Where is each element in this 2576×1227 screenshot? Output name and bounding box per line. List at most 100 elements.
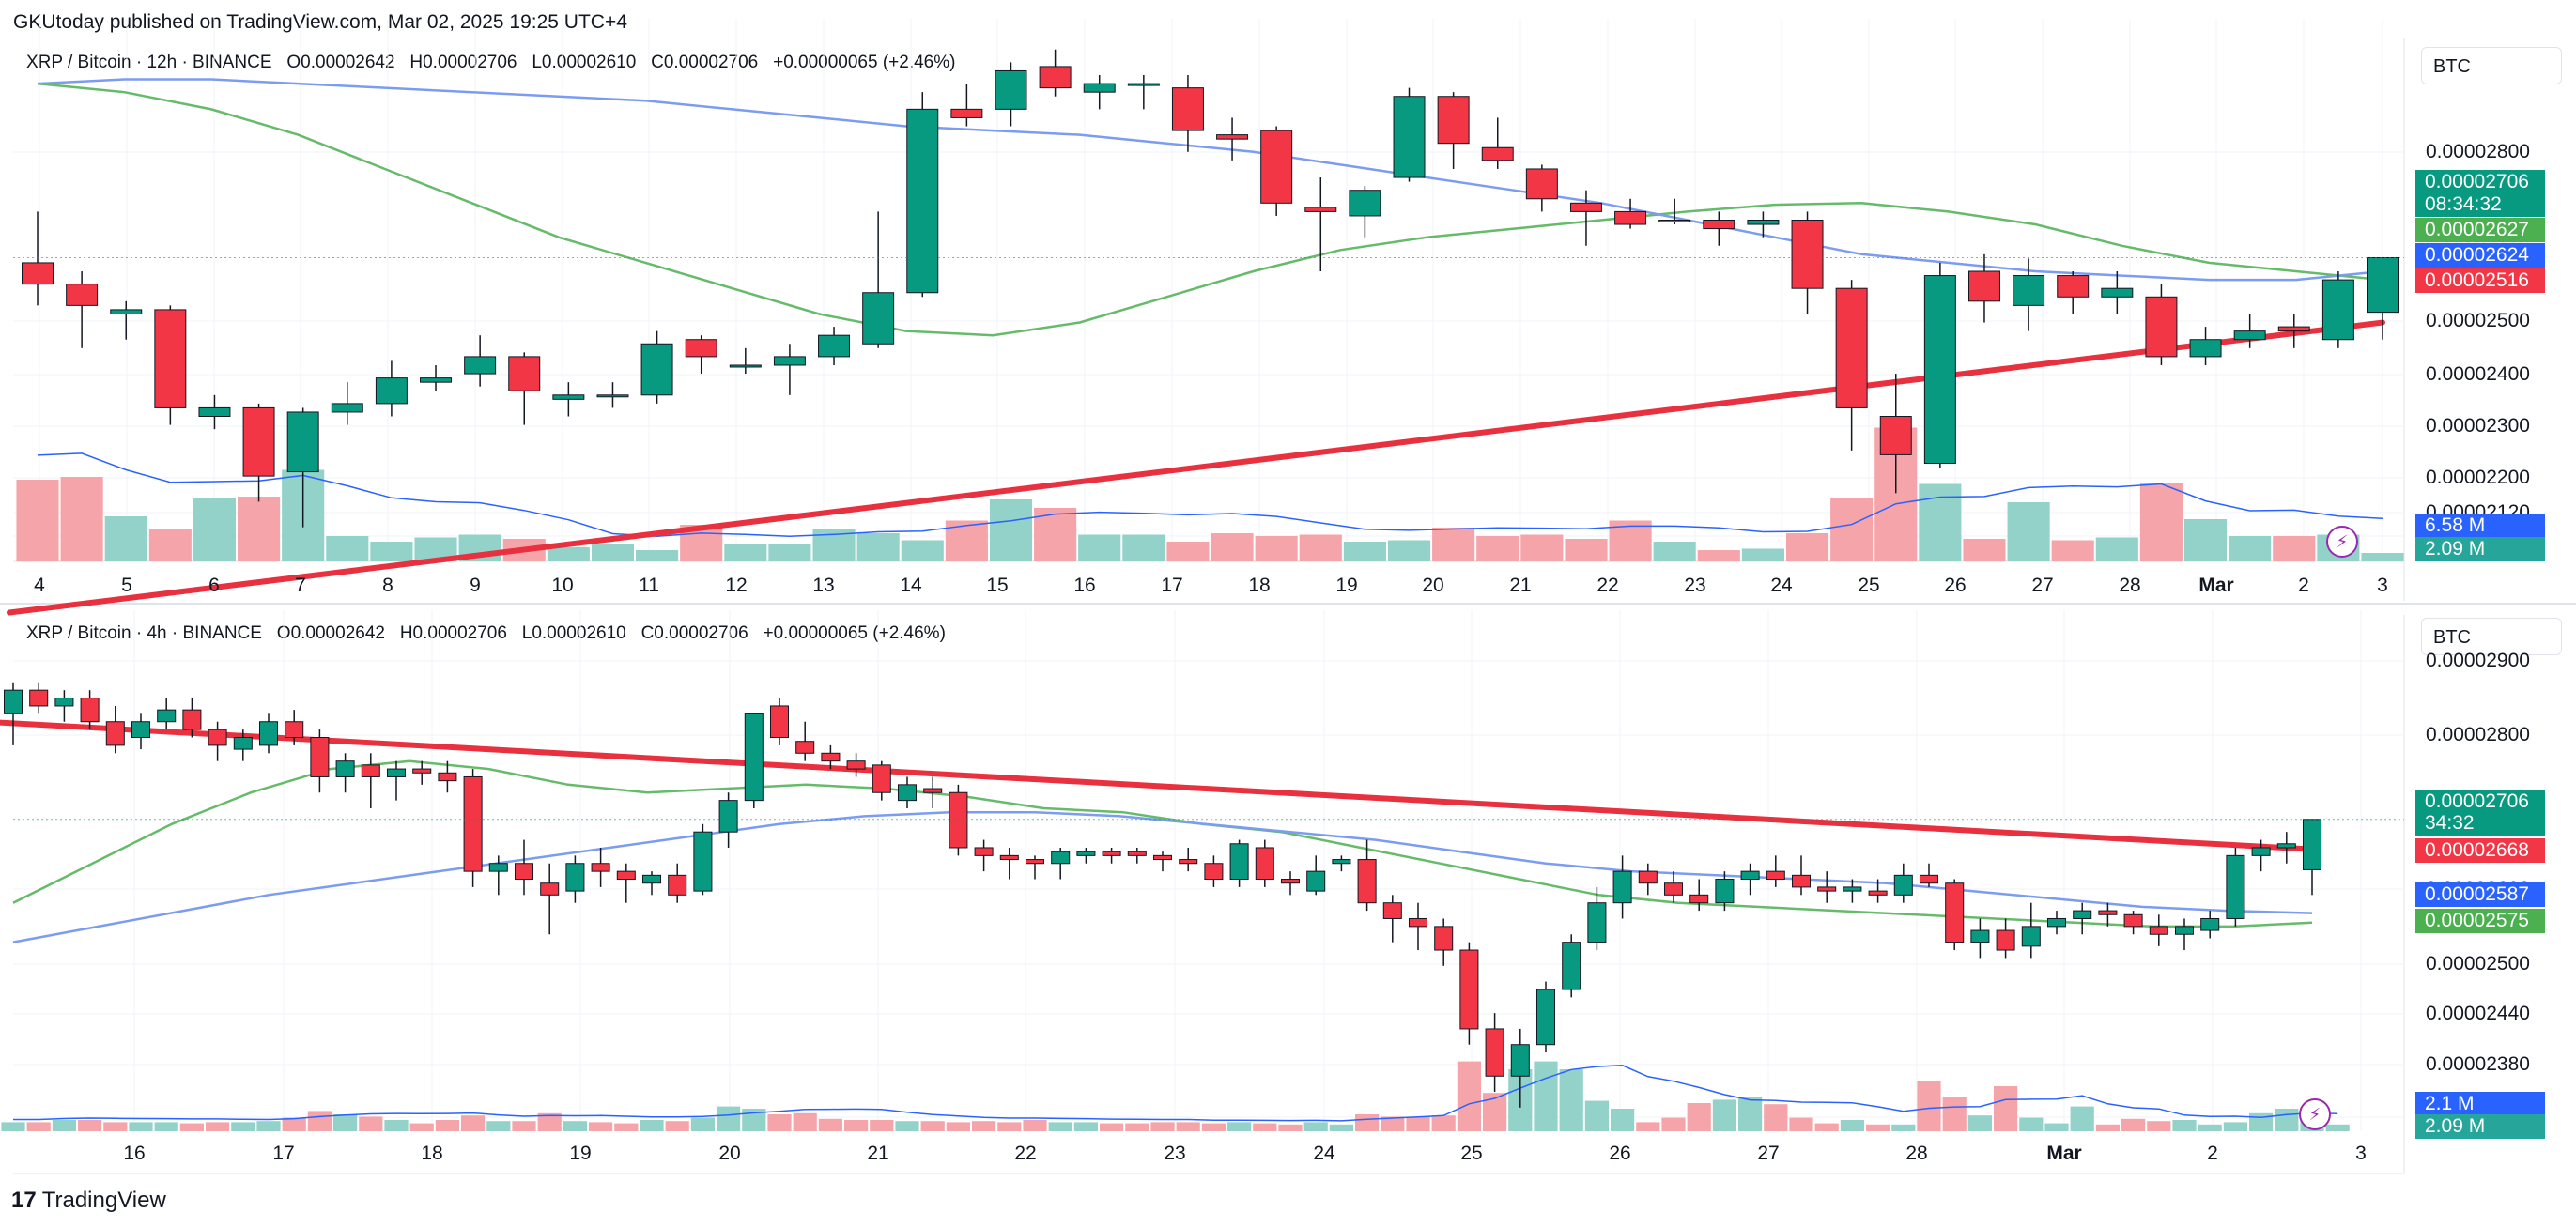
candle-body <box>1970 929 1990 943</box>
volume-bar <box>1 1122 25 1131</box>
volume-bar <box>665 1121 689 1131</box>
volume-bar <box>1917 1081 1941 1131</box>
candle-body <box>1051 851 1071 865</box>
volume-bar <box>486 1121 511 1131</box>
candle-body <box>1076 851 1096 856</box>
candle-body <box>80 698 100 723</box>
lightning-icon[interactable]: ⚡ <box>2326 526 2358 558</box>
candle-body <box>2073 910 2092 919</box>
volume-bar <box>359 1116 383 1131</box>
volume-bar <box>1457 1061 1481 1131</box>
volume-bar <box>1278 1124 1303 1131</box>
candle-body <box>2098 910 2118 915</box>
price-tag: 0.00002624 <box>2415 243 2545 268</box>
y-axis-tick-label: 0.00002400 <box>2426 363 2530 385</box>
volume-bar <box>537 1112 562 1131</box>
volume-bar <box>818 1118 842 1131</box>
volume-bar <box>2019 1117 2044 1131</box>
candle-body <box>1638 870 1658 884</box>
candle-body <box>596 394 629 398</box>
x-axis-tick-label: 22 <box>1014 1143 1037 1164</box>
volume-bar <box>154 1122 178 1131</box>
volume-bar <box>589 1122 613 1131</box>
volume-bar <box>690 1117 715 1131</box>
candle-body <box>131 721 151 739</box>
candle-body <box>2226 854 2245 919</box>
x-axis-tick-label: 2 <box>2298 575 2309 596</box>
candle-body <box>718 800 738 833</box>
candle-body <box>2321 279 2354 341</box>
volume-bar <box>1255 536 1298 561</box>
volume-bar <box>16 480 59 561</box>
candle-body <box>66 284 99 306</box>
volume-bar <box>60 477 103 561</box>
currency-button[interactable]: BTC <box>2421 47 2562 84</box>
candle-body <box>1703 219 1735 230</box>
candle-body <box>1408 917 1428 928</box>
volume-bar <box>78 1120 102 1131</box>
volume-bar <box>895 1121 919 1131</box>
candle-body <box>464 356 497 375</box>
candle-body <box>1658 219 1691 222</box>
moving-average-blue <box>37 78 2383 282</box>
candle-body <box>514 863 534 881</box>
candle-body <box>1791 219 1824 289</box>
x-axis-tick-label: 20 <box>718 1143 741 1164</box>
candle-body <box>923 788 943 793</box>
volume-bar <box>1653 542 1696 561</box>
candle-body <box>1868 890 1888 896</box>
volume-bar <box>2198 1124 2222 1131</box>
candle-body <box>591 863 610 872</box>
candle-body <box>1255 847 1274 881</box>
volume-bar <box>2183 519 2228 561</box>
candle-body <box>1587 902 1607 943</box>
candle-body <box>1481 146 1514 161</box>
volume-bar <box>1329 1124 1353 1131</box>
volume-bar <box>1483 1093 1507 1131</box>
volume-bar <box>1661 1117 1686 1131</box>
volume-bar <box>1150 1122 1175 1131</box>
volume-bar <box>614 1123 639 1131</box>
candle-body <box>438 772 457 782</box>
candle-body <box>685 339 717 358</box>
volume-bar <box>1303 1122 1328 1131</box>
currency-button[interactable]: BTC <box>2421 618 2562 655</box>
volume-bar <box>1073 1122 1098 1131</box>
volume-bar <box>767 1114 792 1131</box>
footer-brand-name: TradingView <box>41 1188 166 1213</box>
price-tag: 0.00002706 <box>2415 790 2545 814</box>
volume-bar <box>1741 548 1784 561</box>
candle-body <box>846 760 866 770</box>
candle-body <box>508 356 541 391</box>
volume-bar <box>1476 536 1519 561</box>
volume-bar <box>591 544 635 561</box>
volume-bar <box>2273 536 2316 561</box>
volume-bar <box>435 1120 459 1131</box>
volume-bar <box>547 547 590 561</box>
volume-bar <box>1866 1124 1890 1131</box>
price-tag: 0.00002627 <box>2415 218 2545 242</box>
volume-bar <box>1789 1117 1813 1131</box>
volume-bar <box>1048 1122 1072 1131</box>
volume-bar <box>1201 1123 1226 1131</box>
volume-bar <box>563 1121 587 1131</box>
candle-body <box>872 764 891 793</box>
candle-body <box>2251 847 2271 856</box>
volume-bar <box>326 536 369 561</box>
volume-bar <box>2229 536 2272 561</box>
candle-body <box>1152 854 1173 861</box>
volume-bar <box>307 1111 332 1131</box>
candle-body <box>208 729 227 746</box>
lightning-icon[interactable]: ⚡ <box>2299 1098 2331 1130</box>
volume-bar <box>148 529 192 561</box>
candle-body <box>565 863 585 892</box>
x-axis-tick-label: 24 <box>1313 1143 1335 1164</box>
price-tag: 0.00002575 <box>2415 909 2545 933</box>
moving-average-green <box>37 82 2383 337</box>
candle-body <box>1102 851 1121 856</box>
x-axis-tick-label: 21 <box>867 1143 889 1164</box>
candle-body <box>616 870 636 881</box>
x-axis-tick-label: 11 <box>639 575 659 596</box>
candle-body <box>1179 859 1198 865</box>
